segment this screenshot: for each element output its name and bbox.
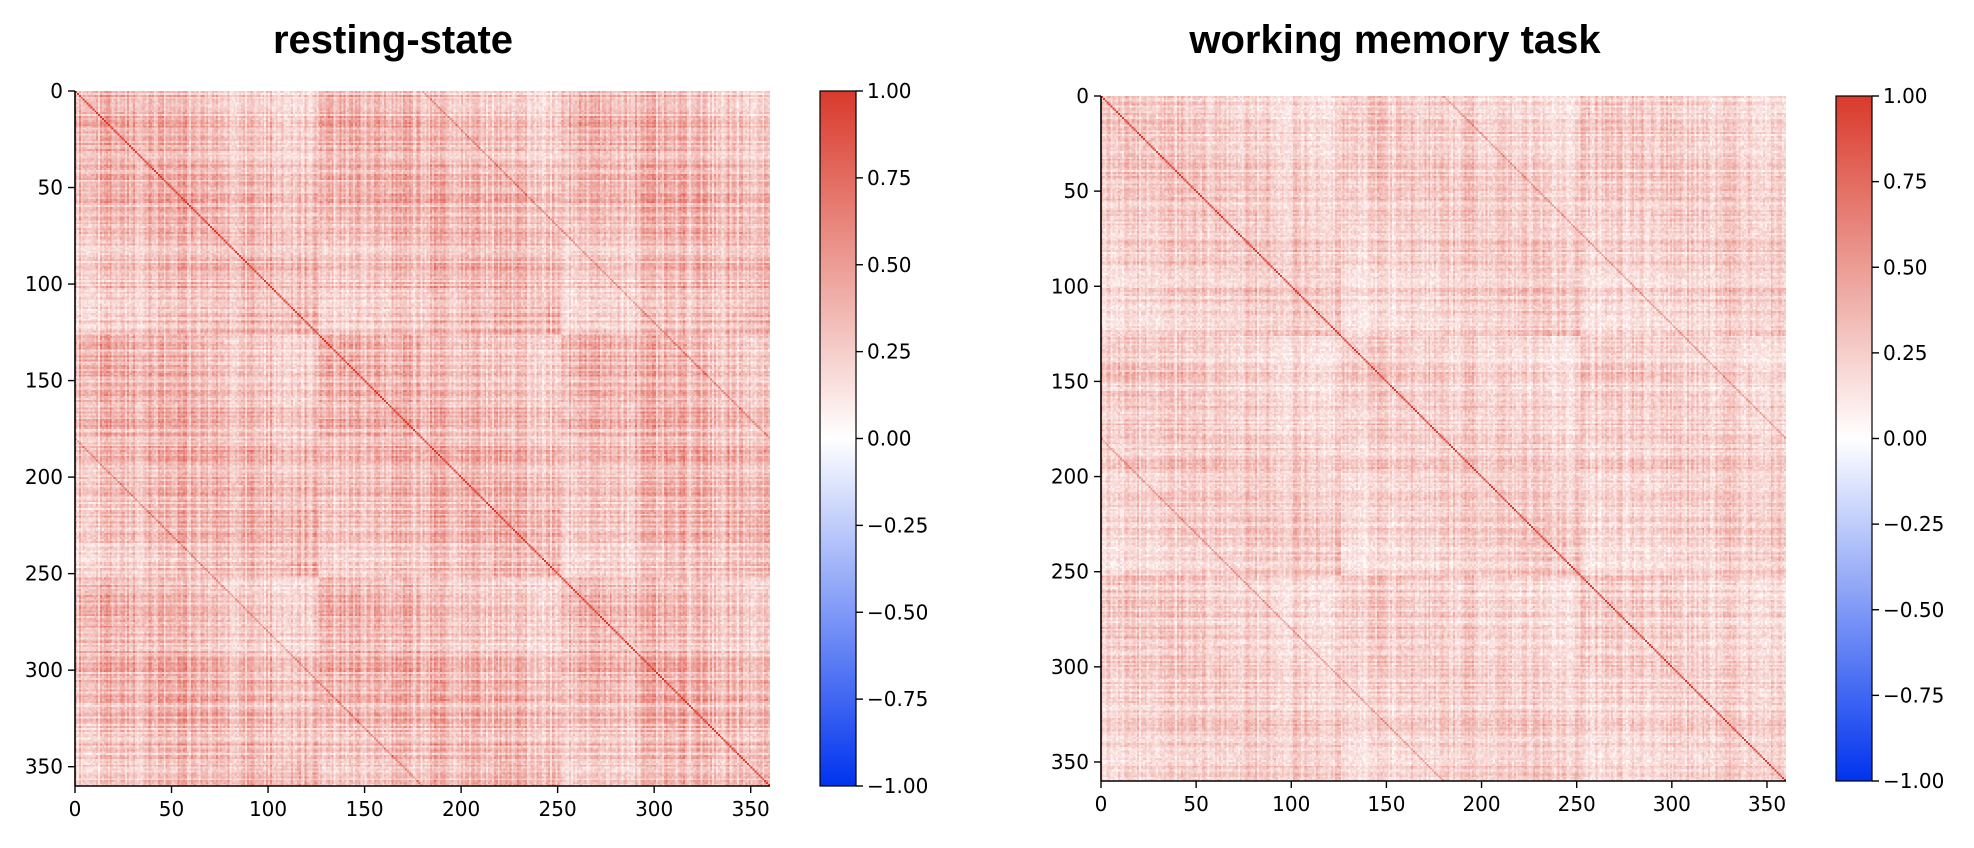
x-tick-label: 300 — [635, 797, 673, 821]
x-tick-label: 100 — [1272, 792, 1310, 816]
colorbar-tick-label: 0.25 — [867, 340, 912, 364]
heatmap-matrix — [1101, 96, 1786, 781]
heatmap-matrix — [75, 91, 770, 786]
x-tick-label: 50 — [159, 797, 184, 821]
y-tick-label: 150 — [1051, 369, 1089, 393]
x-tick-label: 300 — [1653, 792, 1691, 816]
colorbar-tick-label: 1.00 — [867, 79, 912, 103]
colorbar-tick-label: −0.25 — [1883, 512, 1944, 536]
x-tick-label: 150 — [1367, 792, 1405, 816]
colorbar-tick-label: 0.75 — [867, 166, 912, 190]
colorbar: 1.00 0.75 0.50 0.25 0.00 −0.25 −0.50 −0.75 −1.00 — [819, 79, 928, 798]
y-tick-label: 250 — [25, 562, 63, 586]
colorbar-tick-label: 0.25 — [1883, 341, 1928, 365]
y-tick-label: 150 — [25, 369, 63, 393]
y-tick-label: 300 — [25, 658, 63, 682]
colorbar-tick-label: −0.50 — [867, 600, 928, 624]
x-tick-label: 250 — [539, 797, 577, 821]
y-tick-label: 0 — [50, 79, 63, 103]
y-tick-label: 250 — [1051, 560, 1089, 584]
colorbar-tick-label: −0.50 — [1883, 598, 1944, 622]
y-tick-label: 300 — [1051, 655, 1089, 679]
colorbar-tick-label: 0.50 — [867, 253, 912, 277]
colorbar-scale — [1835, 95, 1873, 782]
y-tick-label: 350 — [1051, 750, 1089, 774]
colorbar-tick-label: −0.25 — [867, 513, 928, 537]
y-tick-label: 50 — [1064, 179, 1089, 203]
colorbar-tick-label: −1.00 — [1883, 769, 1944, 793]
x-tick-label: 350 — [1748, 792, 1786, 816]
y-tick-label: 50 — [38, 176, 63, 200]
colorbar-tick-label: 0.75 — [1883, 170, 1928, 194]
colorbar-tick-label: −0.75 — [867, 687, 928, 711]
colorbar-scale — [819, 90, 857, 787]
x-tick-label: 50 — [1183, 792, 1208, 816]
y-tick-label: 200 — [1051, 465, 1089, 489]
x-tick-label: 150 — [345, 797, 383, 821]
heatmap-panel-working-memory-task: working memory task 0 50 100 150 200 250 300 35… — [1051, 18, 1944, 816]
y-tick-label: 350 — [25, 755, 63, 779]
colorbar-tick-label: 0.50 — [1883, 255, 1928, 279]
y-tick-label: 0 — [1076, 84, 1089, 108]
colorbar-tick-label: 0.00 — [1883, 427, 1928, 451]
x-tick-label: 350 — [732, 797, 770, 821]
x-tick-label: 0 — [1095, 792, 1108, 816]
colorbar: 1.00 0.75 0.50 0.25 0.00 −0.25 −0.50 −0.75 −1.00 — [1835, 84, 1944, 793]
y-tick-label: 100 — [1051, 274, 1089, 298]
x-tick-label: 0 — [69, 797, 82, 821]
colorbar-tick-label: −1.00 — [867, 774, 928, 798]
x-tick-label: 200 — [1462, 792, 1500, 816]
chart-title: resting-state — [273, 18, 513, 62]
colorbar-tick-label: 1.00 — [1883, 84, 1928, 108]
x-tick-label: 100 — [249, 797, 287, 821]
colorbar-tick-label: 0.00 — [867, 427, 912, 451]
x-tick-label: 200 — [442, 797, 480, 821]
y-tick-label: 100 — [25, 272, 63, 296]
colorbar-tick-label: −0.75 — [1883, 683, 1944, 707]
x-tick-label: 250 — [1558, 792, 1596, 816]
y-tick-label: 200 — [25, 465, 63, 489]
chart-title: working memory task — [1188, 18, 1601, 62]
